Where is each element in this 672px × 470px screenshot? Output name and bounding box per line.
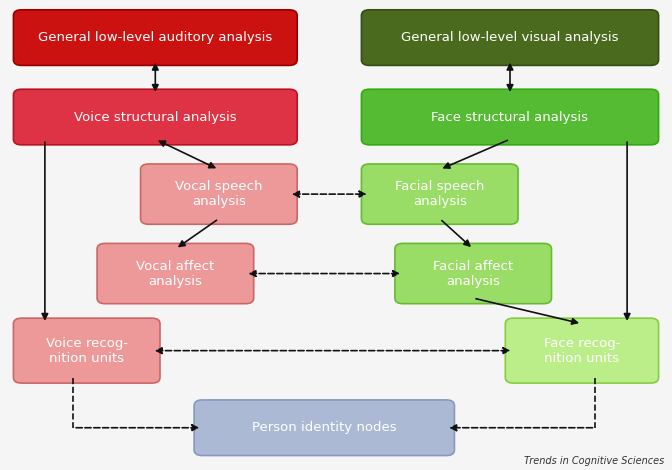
FancyBboxPatch shape	[13, 318, 160, 383]
Text: Voice structural analysis: Voice structural analysis	[74, 110, 237, 124]
Text: Facial affect
analysis: Facial affect analysis	[433, 259, 513, 288]
FancyBboxPatch shape	[362, 164, 518, 224]
Text: Vocal speech
analysis: Vocal speech analysis	[175, 180, 263, 208]
Text: Trends in Cognitive Sciences: Trends in Cognitive Sciences	[523, 456, 664, 466]
Text: Face recog-
nition units: Face recog- nition units	[544, 337, 620, 365]
Text: Facial speech
analysis: Facial speech analysis	[395, 180, 485, 208]
FancyBboxPatch shape	[13, 89, 297, 145]
FancyBboxPatch shape	[97, 243, 254, 304]
Text: General low-level auditory analysis: General low-level auditory analysis	[38, 31, 272, 44]
FancyBboxPatch shape	[194, 400, 454, 455]
FancyBboxPatch shape	[395, 243, 552, 304]
Text: Vocal affect
analysis: Vocal affect analysis	[136, 259, 214, 288]
FancyBboxPatch shape	[13, 10, 297, 65]
FancyBboxPatch shape	[140, 164, 297, 224]
Text: Face structural analysis: Face structural analysis	[431, 110, 589, 124]
FancyBboxPatch shape	[362, 10, 659, 65]
Text: Voice recog-
nition units: Voice recog- nition units	[46, 337, 128, 365]
Text: Person identity nodes: Person identity nodes	[252, 421, 396, 434]
FancyBboxPatch shape	[362, 89, 659, 145]
Text: General low-level visual analysis: General low-level visual analysis	[401, 31, 619, 44]
FancyBboxPatch shape	[505, 318, 659, 383]
